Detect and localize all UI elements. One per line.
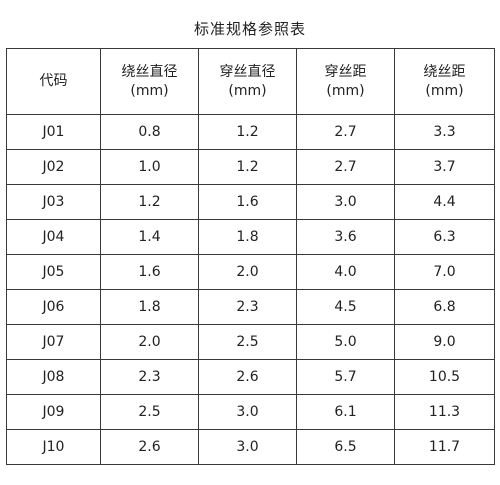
table-row: J06 1.8 2.3 4.5 6.8: [6, 289, 495, 325]
column-header-label: 绕丝直径: [121, 63, 178, 80]
table-row: J07 2.0 2.5 5.0 9.0: [6, 324, 495, 360]
cell-thread-diameter: 1.2: [198, 114, 297, 150]
table-row: J10 2.6 3.0 6.5 11.7: [6, 429, 495, 465]
cell-wire-pitch: 3.3: [394, 114, 495, 150]
table-row: J08 2.3 2.6 5.7 10.5: [6, 359, 495, 395]
column-header-unit: (mm): [130, 82, 169, 99]
cell-thread-pitch: 2.7: [296, 149, 395, 185]
cell-wire-pitch: 6.8: [394, 289, 495, 325]
cell-thread-pitch: 5.0: [296, 324, 395, 360]
cell-wire-pitch: 3.7: [394, 149, 495, 185]
cell-thread-pitch: 3.0: [296, 184, 395, 220]
cell-code: J03: [6, 184, 101, 220]
table-body: J01 0.8 1.2 2.7 3.3 J02 1.0 1.2 2.7 3.7 …: [6, 114, 495, 465]
column-header-label: 穿丝距: [324, 63, 367, 80]
table-row: J04 1.4 1.8 3.6 6.3: [6, 219, 495, 255]
cell-thread-diameter: 3.0: [198, 429, 297, 465]
table-row: J09 2.5 3.0 6.1 11.3: [6, 394, 495, 430]
cell-thread-pitch: 4.5: [296, 289, 395, 325]
cell-wire-diameter: 1.4: [100, 219, 199, 255]
cell-wire-pitch: 4.4: [394, 184, 495, 220]
cell-wire-diameter: 0.8: [100, 114, 199, 150]
cell-code: J08: [6, 359, 101, 395]
cell-thread-diameter: 1.8: [198, 219, 297, 255]
table-row: J05 1.6 2.0 4.0 7.0: [6, 254, 495, 290]
table-row: J02 1.0 1.2 2.7 3.7: [6, 149, 495, 185]
spec-table: 代码 绕丝直径 (mm) 穿丝直径 (mm) 穿丝距 (mm) 绕丝距 (mm)…: [6, 48, 495, 465]
cell-wire-diameter: 2.3: [100, 359, 199, 395]
column-header-label: 穿丝直径: [219, 63, 276, 80]
cell-wire-diameter: 1.6: [100, 254, 199, 290]
cell-wire-pitch: 11.7: [394, 429, 495, 465]
cell-wire-diameter: 2.5: [100, 394, 199, 430]
cell-code: J04: [6, 219, 101, 255]
cell-code: J01: [6, 114, 101, 150]
cell-thread-diameter: 2.6: [198, 359, 297, 395]
column-header-thread-diameter: 穿丝直径 (mm): [198, 48, 297, 115]
table-title: 标准规格参照表: [193, 20, 306, 38]
cell-wire-diameter: 1.0: [100, 149, 199, 185]
cell-wire-pitch: 10.5: [394, 359, 495, 395]
header-row: 代码 绕丝直径 (mm) 穿丝直径 (mm) 穿丝距 (mm) 绕丝距 (mm): [6, 48, 495, 115]
column-header-wire-pitch: 绕丝距 (mm): [394, 48, 495, 115]
cell-thread-diameter: 2.3: [198, 289, 297, 325]
column-header-unit: (mm): [425, 82, 464, 99]
table-row: J03 1.2 1.6 3.0 4.4: [6, 184, 495, 220]
cell-wire-pitch: 11.3: [394, 394, 495, 430]
cell-code: J09: [6, 394, 101, 430]
cell-thread-diameter: 2.0: [198, 254, 297, 290]
cell-wire-pitch: 6.3: [394, 219, 495, 255]
cell-thread-diameter: 1.2: [198, 149, 297, 185]
table-row: J01 0.8 1.2 2.7 3.3: [6, 114, 495, 150]
cell-thread-pitch: 2.7: [296, 114, 395, 150]
cell-wire-pitch: 9.0: [394, 324, 495, 360]
cell-thread-diameter: 1.6: [198, 184, 297, 220]
column-header-label: 代码: [39, 73, 68, 89]
column-header-unit: (mm): [228, 82, 267, 99]
column-header-wire-diameter: 绕丝直径 (mm): [100, 48, 199, 115]
cell-thread-pitch: 4.0: [296, 254, 395, 290]
cell-thread-pitch: 3.6: [296, 219, 395, 255]
column-header-thread-pitch: 穿丝距 (mm): [296, 48, 395, 115]
cell-wire-diameter: 1.2: [100, 184, 199, 220]
cell-thread-diameter: 3.0: [198, 394, 297, 430]
cell-code: J10: [6, 429, 101, 465]
cell-thread-pitch: 6.5: [296, 429, 395, 465]
cell-thread-pitch: 6.1: [296, 394, 395, 430]
cell-code: J06: [6, 289, 101, 325]
column-header-unit: (mm): [326, 82, 365, 99]
cell-thread-diameter: 2.5: [198, 324, 297, 360]
column-header-code: 代码: [6, 48, 101, 115]
column-header-label: 绕丝距: [423, 63, 466, 80]
cell-code: J07: [6, 324, 101, 360]
cell-wire-diameter: 1.8: [100, 289, 199, 325]
cell-wire-diameter: 2.0: [100, 324, 199, 360]
table-header: 代码 绕丝直径 (mm) 穿丝直径 (mm) 穿丝距 (mm) 绕丝距 (mm): [6, 48, 495, 115]
cell-code: J05: [6, 254, 101, 290]
cell-thread-pitch: 5.7: [296, 359, 395, 395]
cell-wire-diameter: 2.6: [100, 429, 199, 465]
cell-wire-pitch: 7.0: [394, 254, 495, 290]
cell-code: J02: [6, 149, 101, 185]
